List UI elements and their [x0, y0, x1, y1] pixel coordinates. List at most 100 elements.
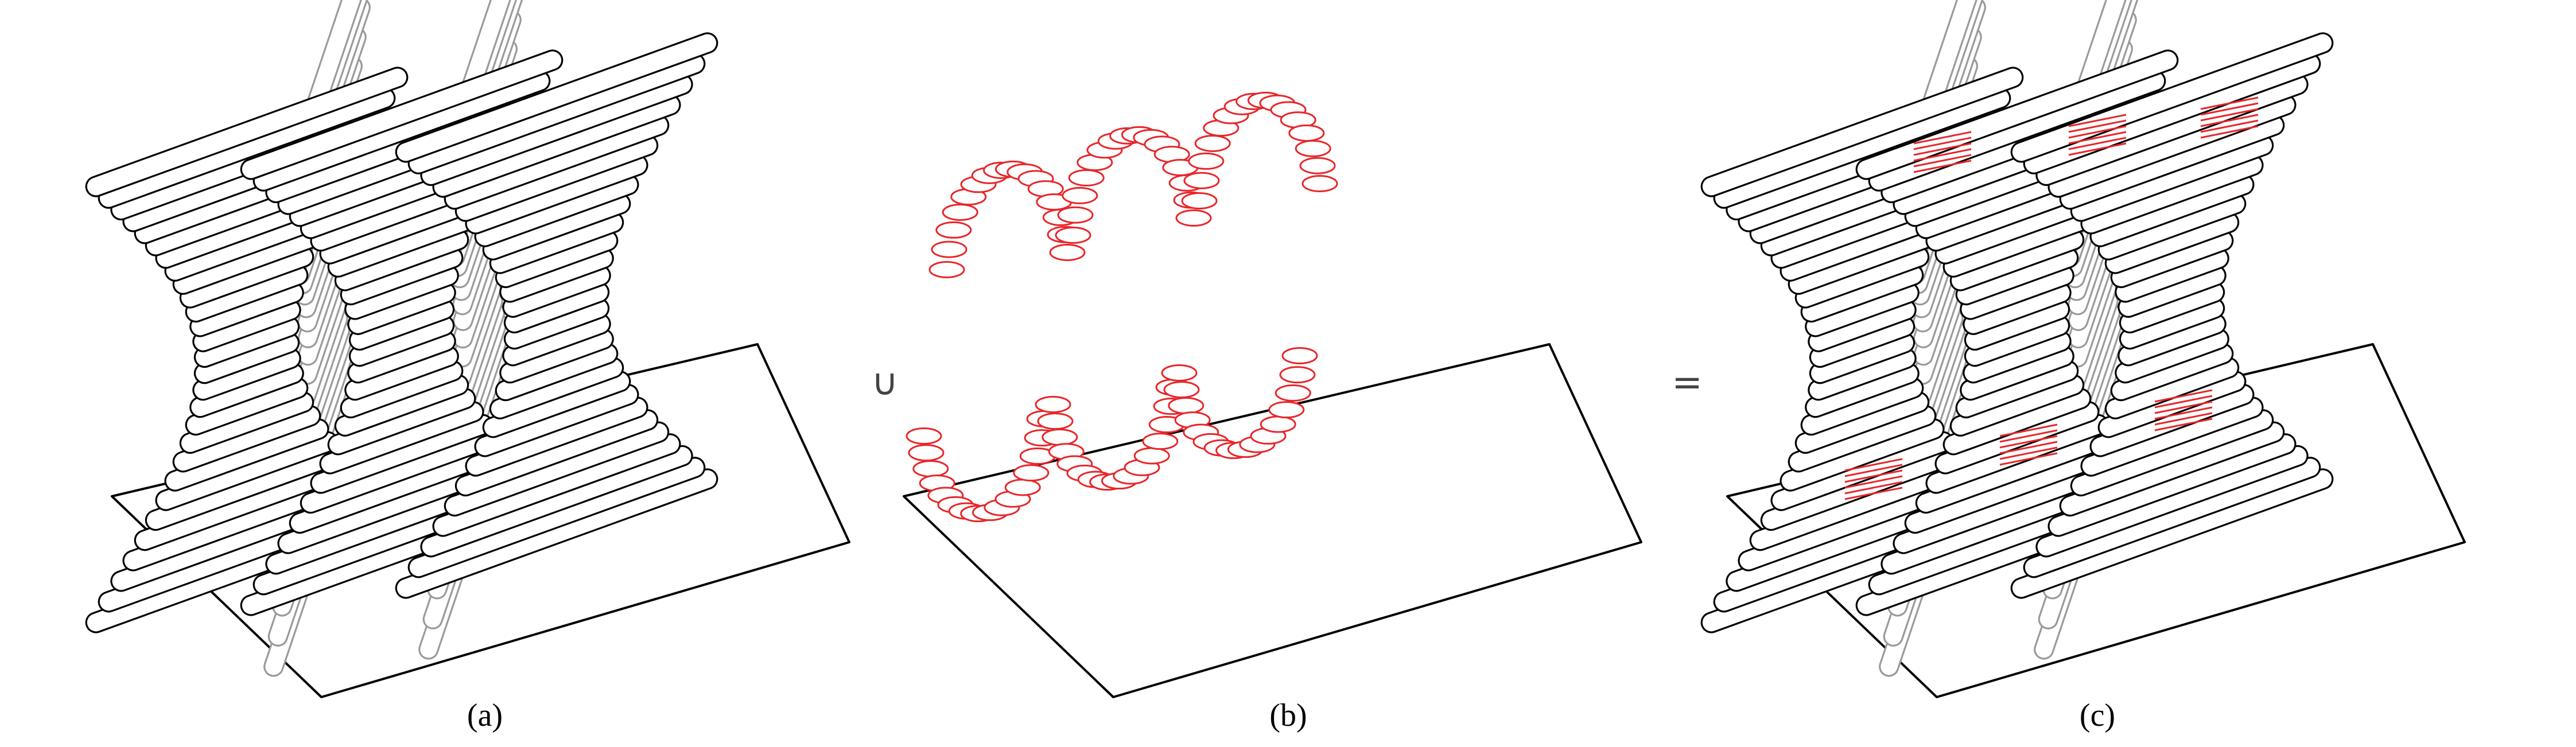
- layer-contour: [407, 457, 706, 578]
- layer-contour: [1794, 391, 1930, 454]
- support-contour: [1062, 186, 1098, 204]
- union-operator: ∪: [871, 361, 899, 404]
- layer-contour: [495, 343, 619, 402]
- support-trace: [2154, 406, 2213, 420]
- support-contour: [1181, 192, 1218, 209]
- layer-contour: [340, 360, 464, 419]
- layer-contour: [2010, 32, 2334, 163]
- support-trace: [2154, 400, 2213, 414]
- support-contour: [1288, 124, 1325, 142]
- support-contour: [931, 240, 968, 258]
- support-trace: [1913, 148, 1972, 162]
- support-contour: [1013, 464, 1050, 482]
- support-contour: [935, 221, 972, 239]
- support-trace: [2154, 418, 2213, 431]
- layer-contour: [179, 391, 314, 454]
- support-trace: [2068, 142, 2127, 156]
- support-trace: [2200, 119, 2259, 133]
- support-contour: [1268, 401, 1305, 419]
- layer-contour: [240, 49, 564, 180]
- equals-operator: =: [1672, 361, 1703, 404]
- support-trace: [1999, 435, 2058, 449]
- wall-stack: [395, 32, 718, 599]
- support-contour: [1301, 175, 1338, 192]
- support-trace: [2068, 114, 2127, 127]
- support-trace: [2200, 108, 2259, 122]
- layer-contour: [395, 32, 718, 163]
- support-contour: [1049, 244, 1086, 261]
- wall-stack: [2010, 32, 2334, 599]
- support-trace: [2154, 412, 2213, 426]
- layer-contour: [1949, 374, 2085, 437]
- support-contour: [1275, 384, 1311, 402]
- layer-contour: [1800, 377, 1924, 436]
- layer-contour: [2110, 343, 2234, 402]
- layer-contour: [2104, 357, 2240, 419]
- support-trace: [1844, 475, 1903, 489]
- layer-contour: [185, 377, 309, 436]
- lower-arch-support: [906, 410, 1063, 523]
- panel-c-drawing: [1700, 0, 2466, 698]
- support-trace: [1844, 469, 1903, 483]
- support-contour: [1068, 169, 1105, 186]
- support-trace: [1844, 458, 1903, 472]
- layer-contour: [489, 357, 624, 419]
- support-trace: [2200, 96, 2259, 110]
- support-contour: [908, 444, 945, 462]
- layer-contour: [454, 409, 659, 497]
- support-contour: [1133, 447, 1170, 465]
- support-trace: [2200, 102, 2259, 116]
- support-contour: [928, 261, 965, 278]
- layer-contour: [319, 401, 484, 474]
- layer-contour: [85, 67, 409, 197]
- support-trace: [1913, 159, 1972, 173]
- layer-contour: [2035, 445, 2309, 558]
- layer-contour: [2070, 409, 2274, 497]
- support-trace: [1844, 487, 1903, 500]
- layer-contour: [1700, 67, 2024, 197]
- support-trace: [2068, 125, 2127, 139]
- layer-contour: [327, 388, 476, 456]
- support-contour: [1168, 397, 1205, 415]
- support-contour: [1299, 157, 1336, 174]
- layer-contour: [1788, 405, 1937, 473]
- support-trace: [1844, 481, 1903, 495]
- support-contour: [1194, 134, 1231, 152]
- lower-arch-support: [1035, 379, 1192, 491]
- lower-arch-support: [1161, 347, 1318, 460]
- support-contour: [1035, 396, 1071, 413]
- layer-contour: [474, 384, 639, 457]
- build-plate: [903, 343, 1642, 698]
- layer-contour: [1780, 418, 1945, 492]
- support-trace: [1999, 423, 2058, 437]
- support-trace: [1999, 441, 2058, 454]
- layer-contour: [465, 396, 648, 477]
- support-trace: [1913, 137, 1972, 150]
- support-contour: [1279, 366, 1316, 384]
- layer-contour: [432, 433, 681, 537]
- support-trace: [1999, 452, 2058, 466]
- support-contour: [1281, 347, 1318, 364]
- support-contour: [1004, 478, 1041, 496]
- layer-contour: [164, 418, 329, 492]
- layer-contour: [420, 445, 693, 558]
- support-contour: [1042, 429, 1078, 446]
- layer-contour: [1955, 360, 2079, 419]
- support-contour: [1260, 415, 1296, 433]
- caption-b: (b): [1269, 698, 1307, 733]
- layer-contour: [2047, 433, 2297, 537]
- layer-contour: [2080, 396, 2264, 477]
- support-trace: [1844, 464, 1903, 477]
- support-contour: [1161, 364, 1198, 382]
- layer-contour: [1942, 388, 2092, 456]
- support-trace: [2154, 389, 2213, 403]
- support-contour: [906, 427, 942, 445]
- support-trace: [2200, 114, 2259, 127]
- layer-contour: [334, 374, 469, 437]
- support-trace: [2200, 125, 2259, 139]
- support-trace: [2154, 395, 2213, 408]
- support-contour: [942, 203, 978, 221]
- layer-contour: [482, 371, 631, 438]
- layer-contour: [444, 421, 670, 517]
